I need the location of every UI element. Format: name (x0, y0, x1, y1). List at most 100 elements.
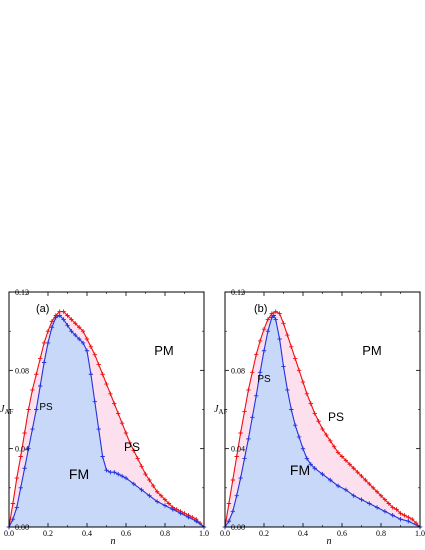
inner-data-point (374, 505, 380, 510)
inner-data-point (398, 516, 403, 522)
outer-data-point (374, 489, 380, 494)
y-axis-label: JAF (214, 404, 228, 416)
outer-data-point (57, 309, 62, 314)
inner-data-point (61, 317, 66, 322)
outer-data-point (281, 321, 286, 326)
outer-data-point (73, 321, 78, 326)
inner-data-point (69, 328, 74, 334)
outer-data-point (402, 513, 407, 518)
inner-data-point (285, 387, 290, 393)
inner-data-point (390, 513, 395, 518)
outer-data-point (100, 372, 105, 377)
inner-data-point (289, 407, 294, 412)
inner-data-point (30, 426, 35, 432)
inner-data-point (131, 481, 136, 487)
inner-data-point (359, 497, 364, 502)
outer-data-point (308, 401, 313, 406)
outer-data-point (273, 309, 278, 314)
outer-data-point (347, 462, 352, 467)
outer-data-point (320, 426, 325, 432)
inner-data-point (257, 370, 263, 375)
outer-data-point (285, 332, 290, 338)
outer-data-point (14, 475, 19, 481)
ps-right-region-label: PS (328, 410, 344, 424)
outer-data-point (34, 372, 39, 377)
outer-data-point (355, 469, 360, 475)
outer-data-point (328, 438, 333, 444)
outer-data-point (382, 497, 388, 502)
inner-data-point (320, 471, 325, 477)
inner-data-point (230, 509, 235, 514)
inner-data-point (104, 468, 109, 473)
inner-data-point (119, 473, 125, 479)
outer-data-point (398, 511, 403, 516)
x-tick-label: 0.0 (4, 529, 14, 538)
outer-data-point (390, 505, 395, 510)
outer-data-point (261, 327, 267, 332)
outer-data-point (127, 440, 133, 445)
inner-data-point (304, 456, 310, 461)
outer-data-point (135, 456, 140, 461)
outer-data-point (316, 419, 321, 424)
outer-data-point (84, 336, 90, 342)
inner-data-point (53, 315, 58, 320)
inner-data-point (170, 507, 175, 512)
inner-data-point (14, 505, 19, 510)
y-tick-label: 0.12 (231, 288, 245, 297)
x-tick-label: 0.0 (220, 529, 230, 538)
x-tick-label: 0.8 (376, 529, 386, 538)
outer-data-point (147, 477, 152, 483)
outer-data-point (18, 454, 23, 459)
panel-b: 0.0 0.2 0.4 0.6 0.8 1.0 0.00 0.04 0.08 0.12 (b) PM P… (214, 288, 425, 547)
outer-data-point (367, 481, 372, 487)
outer-data-point (41, 340, 47, 346)
y-tick-label: 0.00 (15, 523, 29, 532)
inner-data-point (226, 518, 232, 524)
outer-data-point (257, 338, 263, 344)
inner-data-point (108, 469, 113, 475)
inner-data-point (22, 466, 27, 471)
inner-data-point (73, 332, 78, 338)
inner-data-point (293, 422, 298, 428)
x-tick-label: 0.6 (121, 529, 131, 538)
inner-data-point (38, 383, 43, 389)
y-tick-label: 0.04 (231, 445, 245, 454)
outer-data-point (254, 352, 259, 357)
inner-data-point (335, 483, 341, 489)
inner-data-point (246, 436, 251, 442)
inner-data-point (18, 485, 23, 491)
outer-data-point (22, 430, 27, 436)
outer-data-point (234, 454, 239, 459)
inner-data-point (261, 348, 267, 353)
inner-data-point (351, 493, 356, 498)
inner-data-point (254, 393, 259, 398)
x-tick-label: 0.2 (259, 529, 269, 538)
inner-data-point (300, 446, 306, 451)
y-tick-label: 0.04 (15, 445, 29, 454)
outer-data-point (77, 325, 82, 330)
outer-data-point (386, 501, 391, 506)
fm-region-fill (9, 315, 204, 527)
outer-data-point (10, 501, 16, 506)
outer-data-point (296, 368, 302, 373)
ps-right-region-label: PS (124, 440, 140, 454)
outer-data-point (324, 432, 329, 438)
inner-data-point (281, 364, 286, 369)
outer-data-point (226, 501, 232, 506)
outer-data-point (139, 464, 144, 469)
inner-data-point (250, 415, 255, 420)
inner-data-point (116, 471, 121, 477)
outer-data-point (80, 328, 86, 334)
x-axis-label: n (111, 536, 116, 547)
inner-data-point (273, 317, 278, 322)
inner-data-point (308, 462, 313, 467)
outer-data-point (332, 444, 337, 449)
outer-data-point (246, 387, 251, 393)
inner-data-point (312, 466, 317, 471)
inner-data-point (238, 475, 243, 481)
outer-data-point (351, 466, 356, 471)
outer-data-point (45, 328, 51, 334)
outer-data-point (131, 448, 136, 453)
inner-data-point (277, 336, 282, 342)
pm-region-label: PM (154, 343, 174, 358)
